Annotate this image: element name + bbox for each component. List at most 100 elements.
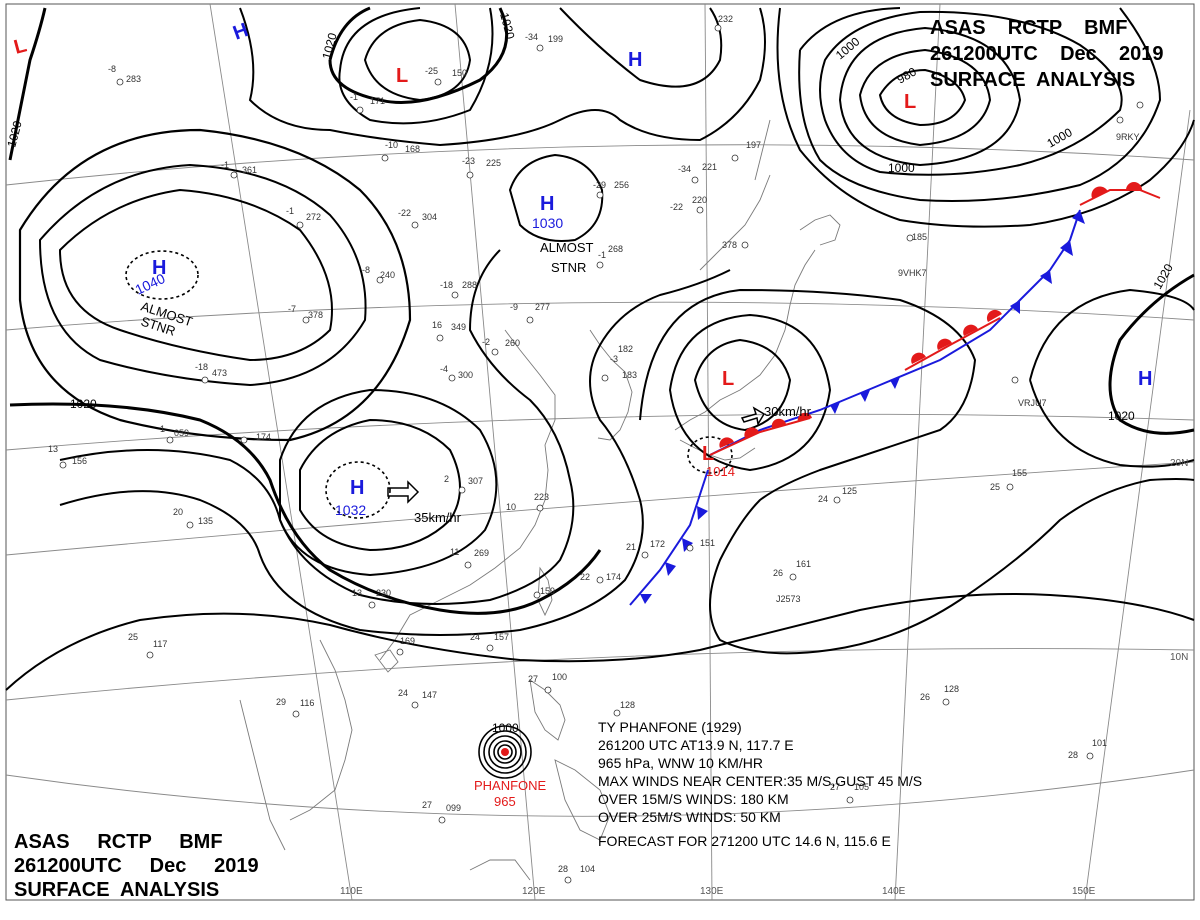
- isobar-japan-low-2: [668, 313, 832, 472]
- station-p: 174: [256, 432, 271, 442]
- ship-id: VRJU7: [1018, 398, 1047, 408]
- station-t: 25: [990, 482, 1000, 492]
- station-p: 361: [242, 165, 257, 175]
- lon-label: 150E: [1072, 886, 1096, 897]
- station-p: 220: [692, 195, 707, 205]
- station-p: 272: [306, 212, 321, 222]
- arrow-china-high: [387, 480, 420, 504]
- typhoon-name: PHANFONE: [474, 778, 547, 793]
- coast-philippines-south: [554, 759, 611, 841]
- isobar-kamchatka-2: [858, 48, 992, 147]
- station-t: -23: [462, 156, 475, 166]
- station-t: 27: [422, 800, 432, 810]
- station-t: 25: [128, 632, 138, 642]
- cold-front-triangles: [640, 210, 1085, 604]
- coast-korea: [589, 329, 633, 441]
- typhoon-info: TY PHANFONE (1929) 261200 UTC AT13.9 N, …: [598, 719, 922, 849]
- station-t: 28: [1068, 750, 1078, 760]
- motion-japan-south: 30km/hr: [764, 404, 812, 419]
- isobars: [5, 6, 1195, 691]
- warm-front: [709, 189, 1161, 456]
- station-t: -9: [510, 302, 518, 312]
- station-p: 225: [486, 158, 501, 168]
- low-center-japan-south: L: [702, 443, 714, 465]
- station-p: 199: [548, 34, 563, 44]
- station-p: 349: [451, 322, 466, 332]
- station-p: 183: [622, 370, 637, 380]
- isobar-kamchatka-1000: [819, 10, 1123, 176]
- isobar-japan-low-1: [693, 338, 792, 432]
- fronts: [629, 182, 1161, 606]
- isobar-1020-east: [1108, 273, 1195, 435]
- station-p: 171: [370, 96, 385, 106]
- meridian-150e: [1084, 109, 1191, 901]
- lon-label: 120E: [522, 886, 546, 897]
- station-p: 182: [618, 344, 633, 354]
- station-t: -22: [398, 208, 411, 218]
- lat-label: 20N: [1170, 458, 1188, 469]
- station-p: 277: [535, 302, 550, 312]
- motion-china: 35km/hr: [414, 510, 462, 525]
- dotted-center-japan-south: [687, 436, 733, 474]
- high-center-east: H: [1138, 368, 1152, 390]
- high-center-topmid: H: [628, 49, 642, 71]
- station-t: -1: [286, 206, 294, 216]
- coast-russia: [699, 174, 771, 271]
- station-p: 159: [540, 586, 555, 596]
- lon-label: 130E: [700, 886, 724, 897]
- station-t: -10: [385, 140, 398, 150]
- title-top-line3: SURFACE ANALYSIS: [930, 69, 1135, 91]
- title-top-line2: 261200UTC Dec 2019: [930, 43, 1163, 65]
- station-t: 28: [558, 864, 568, 874]
- title-top-line1: ASAS RCTP BMF: [930, 17, 1127, 39]
- title-bottom-line1: ASAS RCTP BMF: [14, 831, 223, 853]
- station-p: 185: [912, 232, 927, 242]
- station-t: 22: [580, 572, 590, 582]
- station-p: 232: [718, 14, 733, 24]
- low-center-kamchatka: L: [904, 91, 916, 113]
- station-t: -8: [108, 64, 116, 74]
- low-center-north: L: [396, 65, 408, 87]
- station-p: 104: [580, 864, 595, 874]
- isobar-japan-1020: [639, 288, 1195, 655]
- station-t: -2: [482, 337, 490, 347]
- station-p: 256: [614, 180, 629, 190]
- station-t: 16: [432, 320, 442, 330]
- low-center-japan-sea: L: [722, 368, 734, 390]
- station-t: 10: [506, 502, 516, 512]
- station-t: -22: [670, 202, 683, 212]
- station-p: 128: [620, 700, 635, 710]
- station-t: 20: [173, 507, 183, 517]
- parallel-20n: [5, 461, 1195, 556]
- map-frame: [5, 3, 1195, 901]
- isobar-ridge-1: [59, 249, 575, 605]
- high-center-mongolia: H: [152, 257, 166, 279]
- meridian-140e: [894, 3, 941, 901]
- low-pressure-japan-south: 1014: [706, 464, 735, 479]
- station-p: 304: [422, 212, 437, 222]
- station-p: 155: [1012, 468, 1027, 478]
- typhoon-icon: [501, 748, 509, 756]
- coast-hainan: [374, 649, 399, 673]
- meridian-130e: [704, 3, 713, 901]
- isobar-label: 1000: [888, 161, 915, 175]
- station-t: -25: [425, 66, 438, 76]
- station-t: 2: [444, 474, 449, 484]
- station-p: 283: [126, 74, 141, 84]
- isobar-kamchatka-5: [776, 7, 1195, 228]
- parallel-30n: [5, 413, 1195, 451]
- high-center-topleft: H: [230, 19, 251, 45]
- coast-japan-south: [679, 439, 756, 461]
- isobar-mongolia-3: [18, 128, 412, 442]
- station-p: 172: [650, 539, 665, 549]
- station-p: 125: [842, 486, 857, 496]
- coastlines: [239, 119, 841, 881]
- note-north-1: ALMOST: [540, 240, 594, 255]
- lon-label: 140E: [882, 886, 906, 897]
- station-t: 27: [528, 674, 538, 684]
- cold-front: [629, 209, 1081, 606]
- station-p: 150: [452, 68, 467, 78]
- station-p: 157: [494, 632, 509, 642]
- station-p: 116: [300, 698, 314, 708]
- station-t: 11: [450, 547, 459, 557]
